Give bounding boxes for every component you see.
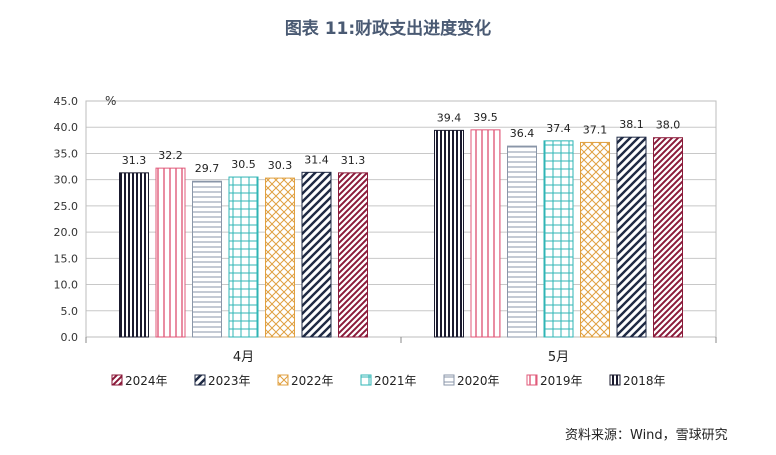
data-label: 36.4: [510, 127, 535, 140]
legend-swatch: [194, 374, 206, 386]
axes: 0.0 5.0 10.0 15.0 20.0 25.0 30.0 35.0 40.0 45.0 % 4…: [54, 94, 717, 365]
data-label: 30.3: [268, 159, 293, 172]
y-tick-label: 30.0: [54, 174, 79, 187]
y-tick-label: 35.0: [54, 147, 79, 160]
y-tick-label: 25.0: [54, 200, 79, 213]
data-label: 31.3: [341, 154, 366, 167]
bar: [653, 137, 683, 338]
legend-swatch: [526, 374, 538, 386]
legend-label: 2018年: [623, 374, 666, 388]
data-label: 31.4: [304, 153, 329, 166]
legend-swatch: [360, 374, 372, 386]
source-note: 资料来源：Wind，雪球研究: [565, 428, 728, 443]
y-tick-label: 15.0: [54, 252, 79, 265]
y-tick-label: 45.0: [54, 95, 79, 108]
bar: [155, 167, 186, 338]
data-label: 39.5: [473, 111, 498, 124]
data-label: 37.1: [583, 123, 608, 136]
legend-swatch: [609, 374, 621, 386]
y-tick-label: 40.0: [54, 121, 79, 134]
bar: [301, 171, 332, 338]
legend-swatch: [443, 374, 455, 386]
data-label: 37.4: [546, 122, 571, 135]
y-tick-label: 0.0: [61, 331, 79, 344]
chart-title: 图表 11:财政支出进度变化: [284, 19, 492, 39]
bar: [228, 176, 259, 338]
data-label: 39.4: [437, 111, 462, 124]
legend-swatch: [277, 374, 289, 386]
bars: [119, 129, 683, 338]
bar: [265, 177, 295, 338]
bar: [434, 129, 464, 338]
y-tick-label: 20.0: [54, 226, 79, 239]
bar: [338, 172, 368, 338]
data-label: 31.3: [122, 154, 147, 167]
legend-label: 2021年: [374, 374, 417, 388]
bar: [119, 172, 149, 338]
data-label: 38.1: [619, 118, 644, 131]
bar: [507, 145, 537, 338]
legend-label: 2022年: [291, 374, 334, 388]
data-label: 29.7: [195, 162, 220, 175]
bar: [192, 180, 222, 338]
x-category-label: 4月: [233, 350, 254, 365]
x-category-label: 5月: [548, 350, 569, 365]
legend-swatch: [111, 374, 123, 386]
bar: [616, 136, 647, 338]
data-label: 30.5: [231, 158, 256, 171]
legend-label: 2019年: [540, 374, 583, 388]
legend: 2024年 2023年 2022年 2021年 2020年 2019年 2018年: [111, 374, 666, 388]
data-label: 32.2: [158, 149, 183, 162]
y-tick-label: 10.0: [54, 279, 79, 292]
legend-label: 2024年: [125, 374, 168, 388]
y-unit-label: %: [105, 94, 116, 108]
legend-label: 2020年: [457, 374, 500, 388]
legend-label: 2023年: [208, 374, 251, 388]
y-tick-label: 5.0: [61, 305, 79, 318]
bar: [470, 129, 501, 338]
data-labels: 31.3 32.2 29.7 30.5 30.3 31.4 31.3 39.4 39.5 36.4…: [122, 111, 681, 175]
data-label: 38.0: [656, 119, 681, 132]
bar: [580, 141, 610, 338]
bar: [543, 140, 574, 338]
